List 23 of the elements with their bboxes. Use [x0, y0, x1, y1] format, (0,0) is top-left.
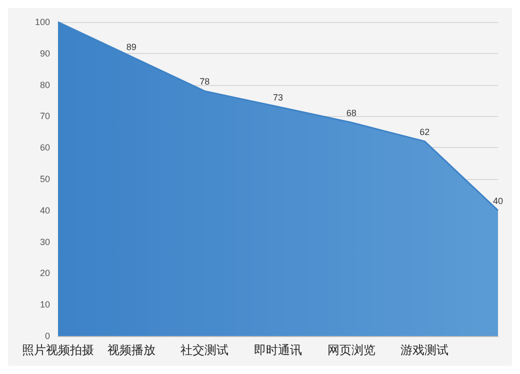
- data-label: 89: [126, 42, 136, 52]
- data-label: 78: [200, 76, 210, 87]
- x-tick-label: 社交测试: [180, 343, 229, 357]
- x-tick-label: 视频播放: [107, 343, 156, 357]
- data-label: 40: [492, 196, 504, 206]
- x-tick-label: 即时通讯: [254, 343, 302, 357]
- y-tick-label: 80: [40, 80, 50, 90]
- x-tick-label: 照片视频拍摄: [22, 343, 94, 357]
- y-tick-label: 50: [40, 174, 50, 184]
- y-tick-label: 10: [40, 300, 50, 310]
- y-tick-label: 40: [40, 205, 50, 216]
- x-tick-label: 网页浏览: [327, 343, 376, 357]
- data-label: 68: [346, 108, 356, 118]
- y-tick-label: 20: [40, 268, 50, 278]
- y-tick-label: 100: [34, 17, 50, 27]
- data-label: 62: [420, 126, 430, 137]
- y-tick-label: 60: [40, 142, 50, 153]
- data-label: 73: [272, 92, 284, 102]
- x-tick-label: 游戏测试: [400, 343, 449, 357]
- y-tick-label: 70: [40, 111, 50, 122]
- y-tick-label: 90: [40, 48, 50, 58]
- y-tick-label: 30: [40, 236, 50, 247]
- y-tick-label: 0: [44, 331, 50, 341]
